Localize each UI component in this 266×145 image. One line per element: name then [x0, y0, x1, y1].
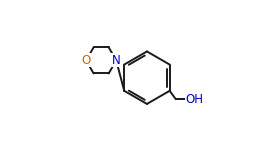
- Text: O: O: [81, 54, 91, 67]
- Text: N: N: [112, 54, 120, 67]
- Text: OH: OH: [186, 93, 203, 106]
